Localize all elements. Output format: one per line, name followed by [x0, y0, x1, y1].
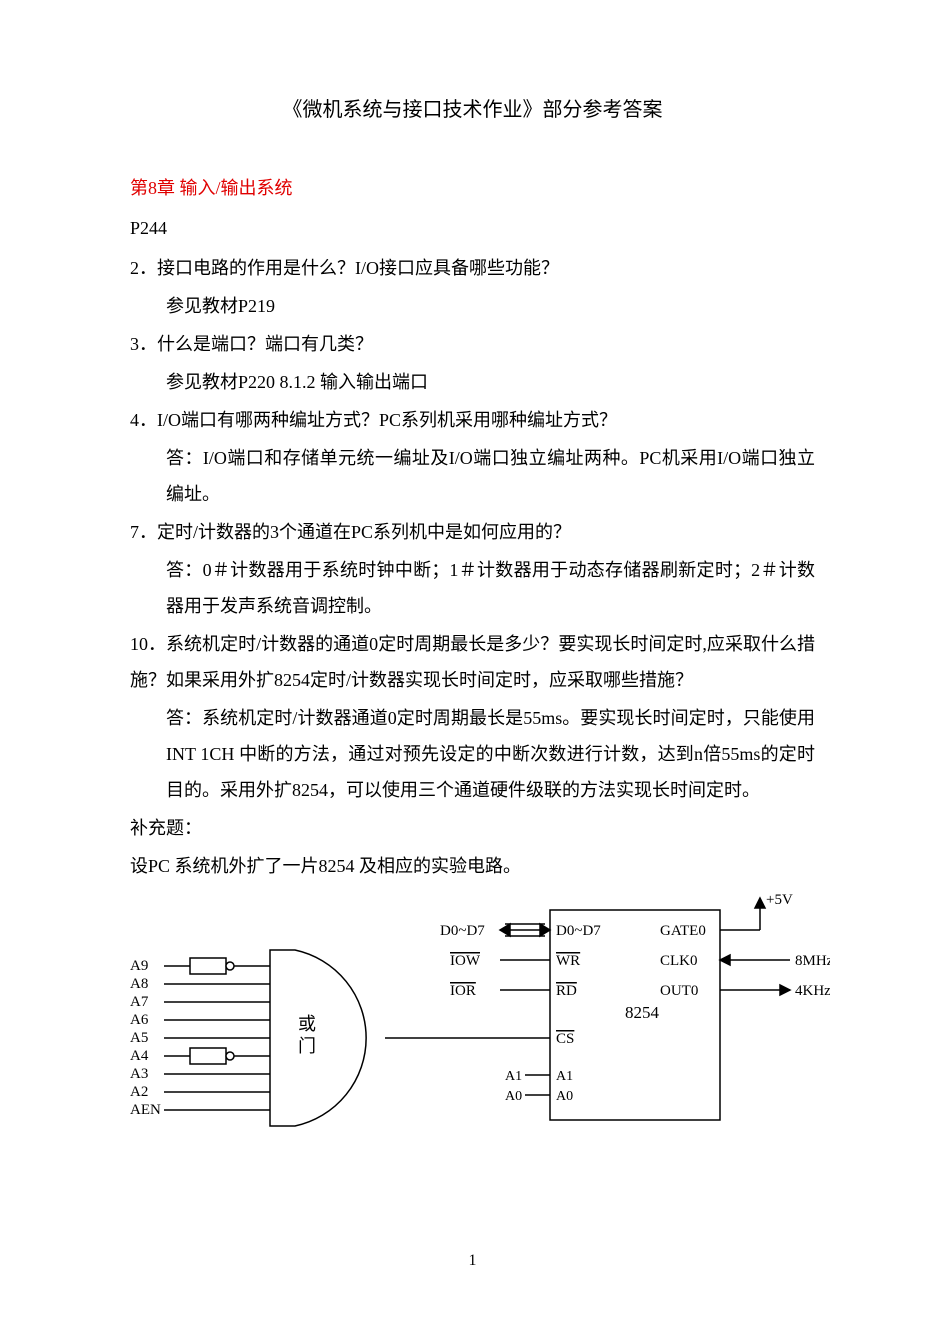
chip-gate0: GATE0: [660, 923, 706, 939]
bus-a0: A0: [505, 1089, 522, 1104]
chip-wr: WR: [556, 953, 580, 969]
doc-title: 《微机系统与接口技术作业》部分参考答案: [130, 90, 815, 130]
chip-rd: RD: [556, 983, 577, 999]
chip-a1: A1: [556, 1069, 573, 1084]
answer-4: 答：I/O端口和存储单元统一编址及I/O端口独立编址两种。PC机采用I/O端口独…: [130, 440, 815, 512]
question-2: 2．接口电路的作用是什么？I/O接口应具备哪些功能？: [130, 250, 815, 286]
bus-iow: IOW: [450, 953, 481, 969]
bus-a1: A1: [505, 1069, 522, 1084]
chip-name: 8254: [625, 1003, 660, 1022]
question-7: 7．定时/计数器的3个通道在PC系列机中是如何应用的？: [130, 514, 815, 550]
question-10: 10．系统机定时/计数器的通道0定时周期最长是多少？要实现长时间定时,应采取什么…: [130, 626, 815, 698]
answer-2: 参见教材P219: [130, 288, 815, 324]
label-a5: A5: [130, 1030, 148, 1046]
chip-d0d7: D0~D7: [556, 923, 601, 939]
chip-out0: OUT0: [660, 983, 698, 999]
label-a6: A6: [130, 1012, 149, 1028]
chip-cs: CS: [556, 1031, 574, 1047]
chapter-heading: 第8章 输入/输出系统: [130, 170, 815, 206]
circuit-diagram: A9 A8 A7 A6 A5 A4 A3 A2 AEN 或 门: [130, 890, 830, 1170]
bus-d0d7: D0~D7: [440, 923, 485, 939]
label-a8: A8: [130, 976, 148, 992]
label-8mhz: 8MHz: [795, 953, 830, 969]
label-a3: A3: [130, 1066, 148, 1082]
page-number: 1: [469, 1245, 477, 1277]
label-a9: A9: [130, 958, 148, 974]
chip-clk0: CLK0: [660, 953, 698, 969]
answer-10: 答：系统机定时/计数器通道0定时周期最长是55ms。要实现长时间定时，只能使用 …: [130, 700, 815, 808]
label-5v: +5V: [766, 892, 793, 908]
question-3: 3．什么是端口？端口有几类？: [130, 326, 815, 362]
bus-ior: IOR: [450, 983, 476, 999]
label-a7: A7: [130, 994, 149, 1010]
label-a2: A2: [130, 1084, 148, 1100]
chip-a0: A0: [556, 1089, 573, 1104]
page-ref: P244: [130, 210, 815, 246]
label-a4: A4: [130, 1048, 149, 1064]
supplement-label: 补充题：: [130, 810, 815, 846]
answer-7: 答：0＃计数器用于系统时钟中断；1＃计数器用于动态存储器刷新定时；2＃计数器用于…: [130, 552, 815, 624]
gate-label-2: 门: [298, 1036, 316, 1056]
supplement-text: 设PC 系统机外扩了一片8254 及相应的实验电路。: [130, 848, 815, 884]
answer-3: 参见教材P220 8.1.2 输入输出端口: [130, 364, 815, 400]
gate-label-1: 或: [298, 1014, 316, 1034]
label-aen: AEN: [130, 1102, 161, 1118]
question-4: 4．I/O端口有哪两种编址方式？PC系列机采用哪种编址方式？: [130, 402, 815, 438]
label-4khz: 4KHz: [795, 983, 830, 999]
